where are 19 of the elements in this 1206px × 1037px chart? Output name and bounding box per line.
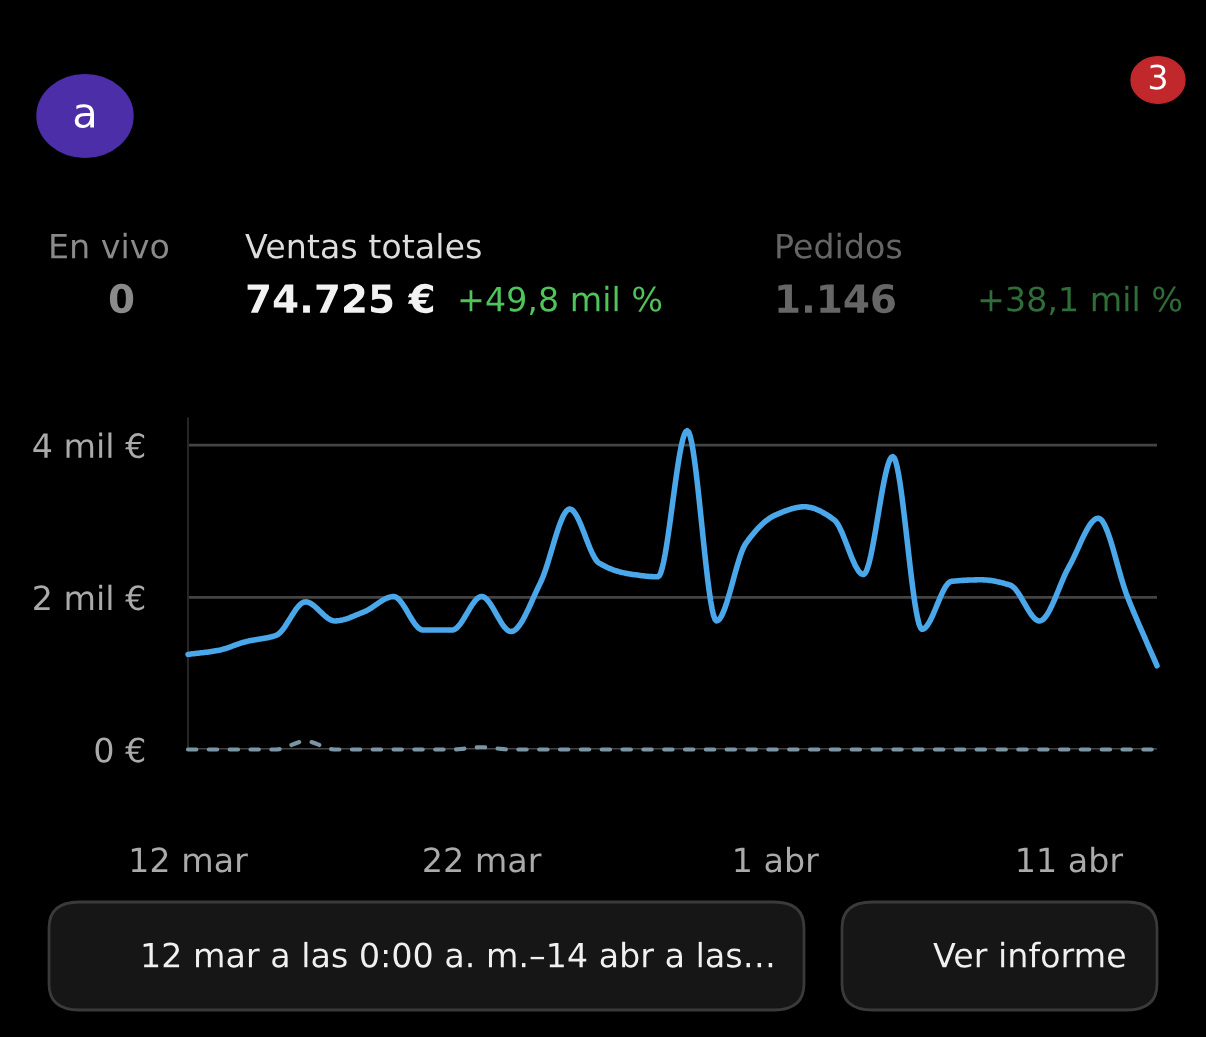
text: 1.146 <box>778 283 895 314</box>
x-tick-label: 12 mar <box>131 847 248 873</box>
text: a <box>74 104 94 129</box>
x-tick-label: 11 abr <box>1018 846 1124 873</box>
y-tick-label: 0 € <box>95 737 145 763</box>
text: Pedidos <box>777 232 902 259</box>
text: Ver informe <box>933 941 1125 968</box>
y-tick-label: 4 mil € <box>33 432 145 459</box>
text: Ventas totales <box>245 232 481 259</box>
text: 0 <box>109 283 134 314</box>
y-tick-label: 2 mil € <box>34 584 145 611</box>
x-tick-label: 22 mar <box>424 847 542 873</box>
text: En vivo <box>51 232 169 259</box>
text: 3 <box>1149 64 1166 90</box>
text: +38,1 mil % <box>980 285 1182 316</box>
text: 12 mar a las 0:00 a. m.–14 abr a las… <box>143 941 773 968</box>
text: +49,8 mil % <box>460 285 662 316</box>
x-tick-label: 1 abr <box>735 846 819 873</box>
text: 74.725 € <box>247 283 434 314</box>
